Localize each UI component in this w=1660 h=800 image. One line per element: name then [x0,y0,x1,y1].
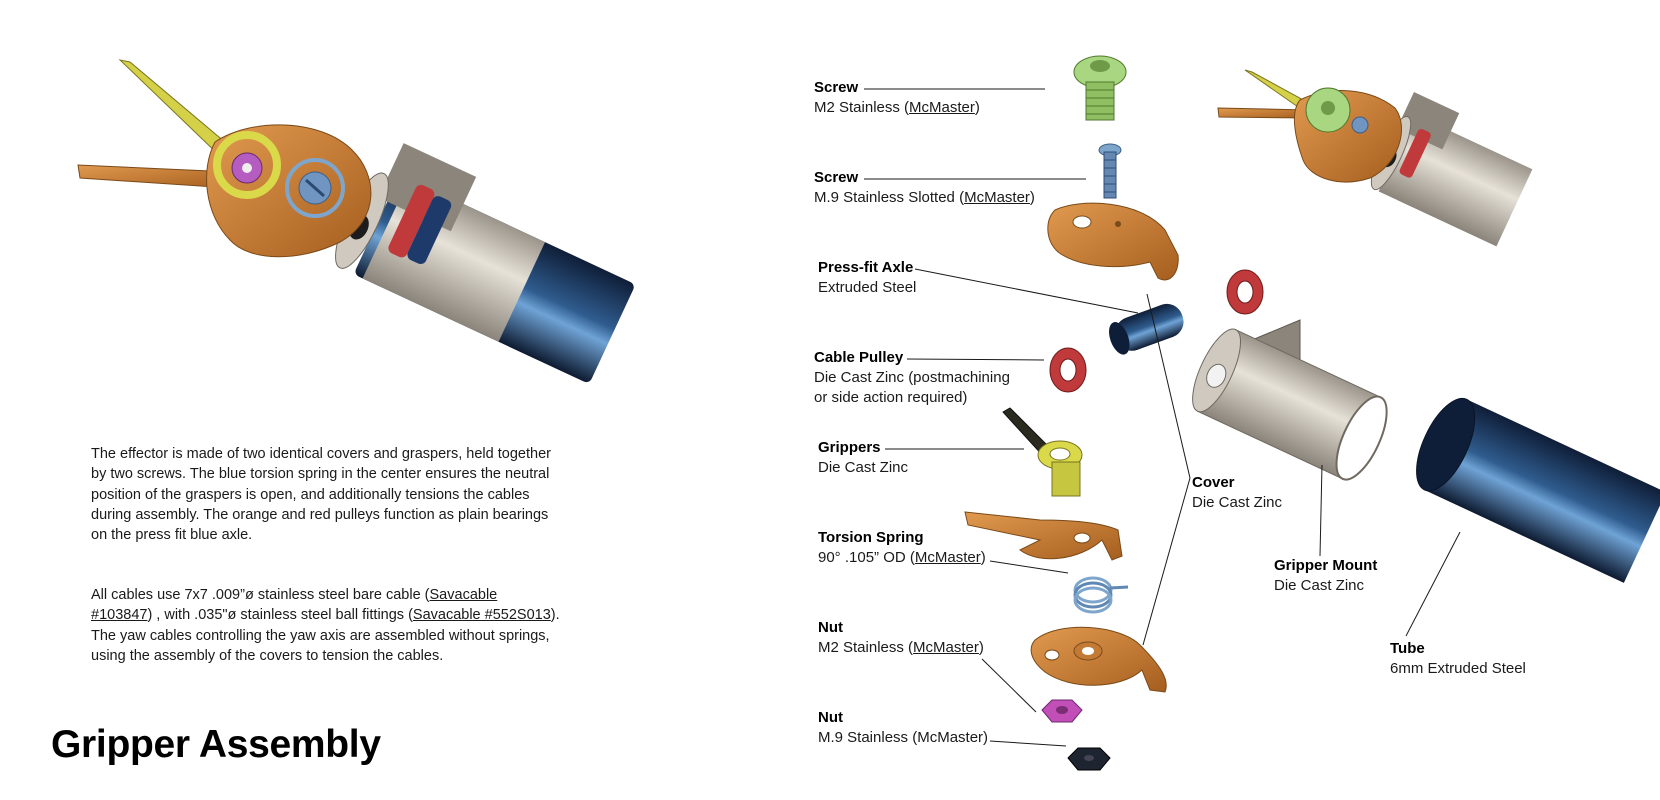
label-cover: Cover Die Cast Zinc [1192,473,1282,513]
label-gripper-mount-desc: Die Cast Zinc [1274,577,1365,594]
label-screw-m9: Screw M.9 Stainless Slotted (McMaster) [814,168,1035,208]
label-screw-m2-desc: M2 Stainless (McMaster) [814,99,980,116]
screw-m2-image [1073,55,1127,121]
label-pulley-desc: Die Cast Zinc (postmachining or side act… [814,369,1010,406]
label-spring-desc: 90° .105” OD (McMaster) [818,549,986,566]
page-title: Gripper Assembly [51,723,381,766]
cover-bottom-image [1030,626,1167,693]
gripper-mount-image [1192,319,1388,481]
screw-m9-image [1098,143,1122,199]
cover-top-image [1047,202,1179,281]
label-cover-desc: Die Cast Zinc [1192,494,1283,511]
pulley-image [1049,269,1264,393]
description-paragraph-1: The effector is made of two identical co… [91,446,551,544]
mcmaster-link-spring[interactable]: McMaster [914,549,981,566]
label-grippers: Grippers Die Cast Zinc [818,438,908,478]
label-screw-m9-desc: M.9 Stainless Slotted (McMaster) [814,189,1035,206]
axle-image [1109,303,1184,355]
spring-image [1073,576,1129,614]
label-cover-name: Cover [1192,474,1235,491]
label-screw-m9-name: Screw [814,169,859,186]
mcmaster-link-nut-m2[interactable]: McMaster [913,639,979,656]
label-gripper-mount: Gripper Mount Die Cast Zinc [1274,556,1377,596]
paragraph-2-text-b: ) , with .035"ø stainless steel ball fit… [147,607,413,624]
tube-image [1416,397,1660,583]
label-nut-m9-name: Nut [818,709,843,726]
label-grippers-name: Grippers [818,439,881,456]
label-screw-m2-name: Screw [814,79,859,96]
grippers-image [1002,407,1083,497]
label-grippers-desc: Die Cast Zinc [818,459,909,476]
mcmaster-link-screw-m2[interactable]: McMaster [909,99,975,116]
label-nut-m2: Nut M2 Stainless (McMaster) [818,618,984,658]
label-screw-m2: Screw M2 Stainless (McMaster) [814,78,980,118]
paragraph-2-text-c: ). The yaw cables controlling the yaw ax… [91,607,560,664]
label-tube-name: Tube [1390,640,1425,657]
label-nut-m9-desc: M.9 Stainless (McMaster) [818,729,989,746]
label-pulley: Cable Pulley Die Cast Zinc (postmachinin… [814,348,1024,408]
cover-middle-image [964,511,1123,561]
label-gripper-mount-name: Gripper Mount [1274,557,1378,574]
label-nut-m2-name: Nut [818,619,843,636]
paragraph-2-text-a: All cables use 7x7 .009”ø stainless stee… [91,587,430,603]
leader-lines [864,88,1461,747]
mcmaster-link-screw-m9[interactable]: McMaster [964,189,1030,206]
description-paragraph-2: All cables use 7x7 .009”ø stainless stee… [91,585,561,666]
label-tube: Tube 6mm Extruded Steel [1390,639,1526,679]
label-axle-name: Press-fit Axle [818,259,914,276]
label-tube-desc: 6mm Extruded Steel [1390,660,1526,677]
label-pulley-name: Cable Pulley [814,349,904,366]
nut-m2-image [1041,699,1083,723]
savacable-fitting-link[interactable]: Savacable #552S013 [412,607,551,624]
assembled-gripper-small-image [1217,69,1533,247]
nut-m9-image [1067,747,1111,771]
savacable-cable-link[interactable]: Savacable #103847 [91,587,498,624]
label-spring-name: Torsion Spring [818,529,924,546]
assembled-gripper-image [77,59,634,383]
label-nut-m2-desc: M2 Stainless (McMaster) [818,639,984,656]
label-nut-m9: Nut M.9 Stainless (McMaster) [818,708,988,748]
label-axle: Press-fit Axle Extruded Steel [818,258,916,298]
label-axle-desc: Extruded Steel [818,279,917,296]
label-spring: Torsion Spring 90° .105” OD (McMaster) [818,528,986,568]
